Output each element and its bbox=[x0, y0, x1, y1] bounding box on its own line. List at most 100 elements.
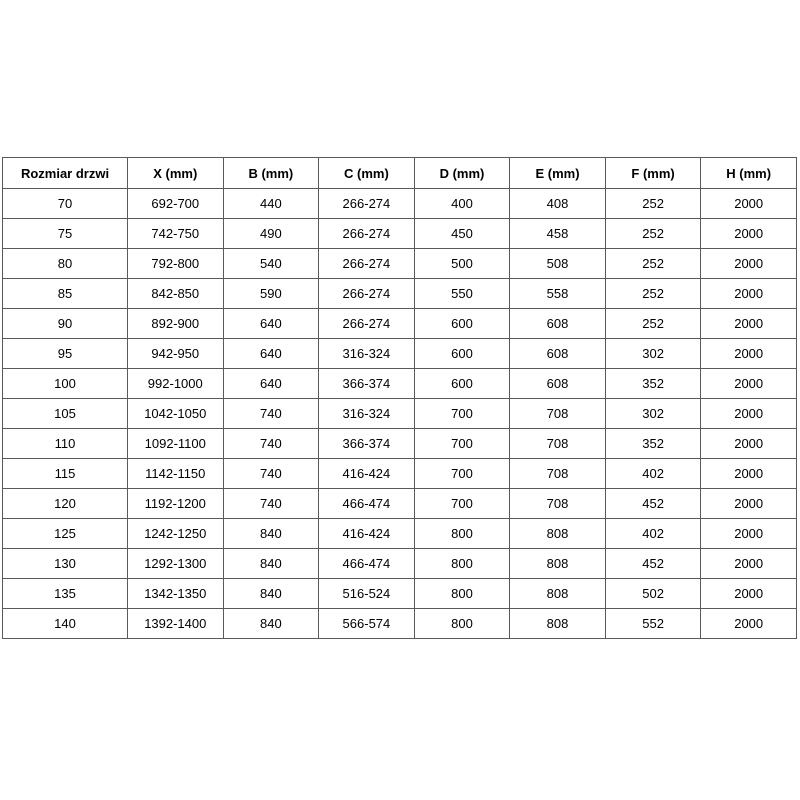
cell: 742-750 bbox=[127, 218, 224, 249]
cell: 700 bbox=[413, 398, 511, 429]
cell: 2000 bbox=[700, 518, 797, 549]
table-row: 120 1192-1200 740 466-474 700 708 452 2000 bbox=[2, 488, 797, 519]
cell: 75 bbox=[2, 218, 128, 249]
table-row: 100 992-1000 640 366-374 600 608 352 2000 bbox=[2, 368, 797, 399]
cell: 2000 bbox=[700, 278, 797, 309]
cell: 105 bbox=[2, 398, 128, 429]
cell: 792-800 bbox=[127, 248, 224, 279]
cell: 125 bbox=[2, 518, 128, 549]
cell: 100 bbox=[2, 368, 128, 399]
cell: 566-574 bbox=[318, 608, 415, 639]
cell: 458 bbox=[509, 218, 606, 249]
table-row: 70 692-700 440 266-274 400 408 252 2000 bbox=[2, 188, 797, 219]
cell: 352 bbox=[604, 428, 702, 459]
cell: 352 bbox=[604, 368, 702, 399]
cell: 540 bbox=[222, 248, 320, 279]
cell: 640 bbox=[222, 368, 320, 399]
header-cell: B (mm) bbox=[222, 157, 320, 189]
cell: 1142-1150 bbox=[127, 458, 224, 489]
cell: 266-274 bbox=[318, 218, 415, 249]
cell: 708 bbox=[509, 398, 606, 429]
header-cell: C (mm) bbox=[318, 157, 415, 189]
cell: 1192-1200 bbox=[127, 488, 224, 519]
cell: 252 bbox=[604, 278, 702, 309]
header-cell: D (mm) bbox=[413, 157, 511, 189]
cell: 140 bbox=[2, 608, 128, 639]
table-row: 105 1042-1050 740 316-324 700 708 302 2000 bbox=[2, 398, 797, 429]
cell: 740 bbox=[222, 458, 320, 489]
cell: 808 bbox=[509, 578, 606, 609]
cell: 402 bbox=[604, 458, 702, 489]
table-body: 70 692-700 440 266-274 400 408 252 2000 75 742-75… bbox=[2, 188, 797, 639]
cell: 70 bbox=[2, 188, 128, 219]
cell: 252 bbox=[604, 188, 702, 219]
cell: 302 bbox=[604, 338, 702, 369]
cell: 600 bbox=[413, 308, 511, 339]
cell: 2000 bbox=[700, 338, 797, 369]
cell: 516-524 bbox=[318, 578, 415, 609]
cell: 490 bbox=[222, 218, 320, 249]
cell: 502 bbox=[604, 578, 702, 609]
cell: 708 bbox=[509, 488, 606, 519]
cell: 2000 bbox=[700, 218, 797, 249]
cell: 252 bbox=[604, 248, 702, 279]
cell: 2000 bbox=[700, 548, 797, 579]
cell: 266-274 bbox=[318, 248, 415, 279]
cell: 416-424 bbox=[318, 518, 415, 549]
table-row: 140 1392-1400 840 566-574 800 808 552 2000 bbox=[2, 608, 797, 639]
cell: 1292-1300 bbox=[127, 548, 224, 579]
cell: 252 bbox=[604, 308, 702, 339]
cell: 840 bbox=[222, 608, 320, 639]
cell: 508 bbox=[509, 248, 606, 279]
cell: 302 bbox=[604, 398, 702, 429]
table-row: 95 942-950 640 316-324 600 608 302 2000 bbox=[2, 338, 797, 369]
cell: 2000 bbox=[700, 488, 797, 519]
table-row: 125 1242-1250 840 416-424 800 808 402 2000 bbox=[2, 518, 797, 549]
cell: 2000 bbox=[700, 578, 797, 609]
cell: 2000 bbox=[700, 608, 797, 639]
cell: 1242-1250 bbox=[127, 518, 224, 549]
cell: 700 bbox=[413, 458, 511, 489]
cell: 640 bbox=[222, 308, 320, 339]
cell: 590 bbox=[222, 278, 320, 309]
cell: 452 bbox=[604, 548, 702, 579]
table-row: 130 1292-1300 840 466-474 800 808 452 2000 bbox=[2, 548, 797, 579]
cell: 840 bbox=[222, 518, 320, 549]
cell: 120 bbox=[2, 488, 128, 519]
cell: 550 bbox=[413, 278, 511, 309]
cell: 808 bbox=[509, 608, 606, 639]
cell: 266-274 bbox=[318, 188, 415, 219]
cell: 2000 bbox=[700, 308, 797, 339]
cell: 840 bbox=[222, 548, 320, 579]
table-row: 135 1342-1350 840 516-524 800 808 502 2000 bbox=[2, 578, 797, 609]
cell: 552 bbox=[604, 608, 702, 639]
cell: 608 bbox=[509, 308, 606, 339]
cell: 1042-1050 bbox=[127, 398, 224, 429]
cell: 1392-1400 bbox=[127, 608, 224, 639]
cell: 266-274 bbox=[318, 308, 415, 339]
table-row: 85 842-850 590 266-274 550 558 252 2000 bbox=[2, 278, 797, 309]
cell: 115 bbox=[2, 458, 128, 489]
cell: 440 bbox=[222, 188, 320, 219]
cell: 2000 bbox=[700, 188, 797, 219]
cell: 608 bbox=[509, 338, 606, 369]
cell: 366-374 bbox=[318, 368, 415, 399]
cell: 808 bbox=[509, 548, 606, 579]
cell: 942-950 bbox=[127, 338, 224, 369]
cell: 466-474 bbox=[318, 488, 415, 519]
header-cell: F (mm) bbox=[604, 157, 702, 189]
cell: 840 bbox=[222, 578, 320, 609]
cell: 800 bbox=[413, 518, 511, 549]
cell: 408 bbox=[509, 188, 606, 219]
cell: 692-700 bbox=[127, 188, 224, 219]
cell: 800 bbox=[413, 608, 511, 639]
cell: 2000 bbox=[700, 368, 797, 399]
cell: 416-424 bbox=[318, 458, 415, 489]
cell: 366-374 bbox=[318, 428, 415, 459]
cell: 808 bbox=[509, 518, 606, 549]
cell: 316-324 bbox=[318, 338, 415, 369]
table-row: 110 1092-1100 740 366-374 700 708 352 2000 bbox=[2, 428, 797, 459]
cell: 85 bbox=[2, 278, 128, 309]
cell: 600 bbox=[413, 368, 511, 399]
